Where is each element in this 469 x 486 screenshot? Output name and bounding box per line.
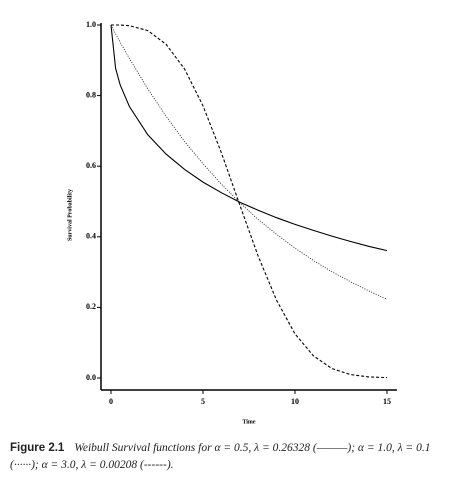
curve — [111, 24, 388, 379]
x-tick-label: 5 — [201, 397, 205, 406]
x-axis-title: Time — [242, 419, 256, 425]
caption: Figure 2.1 Weibull Survival functions for… — [10, 440, 460, 474]
y-tick-label: 1.0 — [86, 20, 96, 29]
caption-label: Figure 2.1 — [10, 442, 65, 454]
y-axis-title: Survival Probability — [67, 189, 73, 241]
caption-text: Weibull Survival functions for α = 0.5, … — [10, 442, 431, 471]
y-tick-label: 0.4 — [86, 232, 96, 241]
curve — [110, 24, 388, 300]
y-tick-label: 0.2 — [86, 302, 96, 311]
x-tick-label: 0 — [109, 397, 113, 406]
y-tick-label: 0.8 — [86, 90, 96, 99]
x-tick-label: 15 — [383, 397, 391, 406]
y-tick-label: 0.6 — [86, 161, 96, 170]
curve — [110, 24, 388, 252]
x-tick-label: 10 — [291, 397, 299, 406]
chart: Survival Probability Time 0.0 0.2 0.4 0.6 0.… — [67, 20, 397, 425]
y-tick-label: 0.0 — [86, 373, 96, 382]
